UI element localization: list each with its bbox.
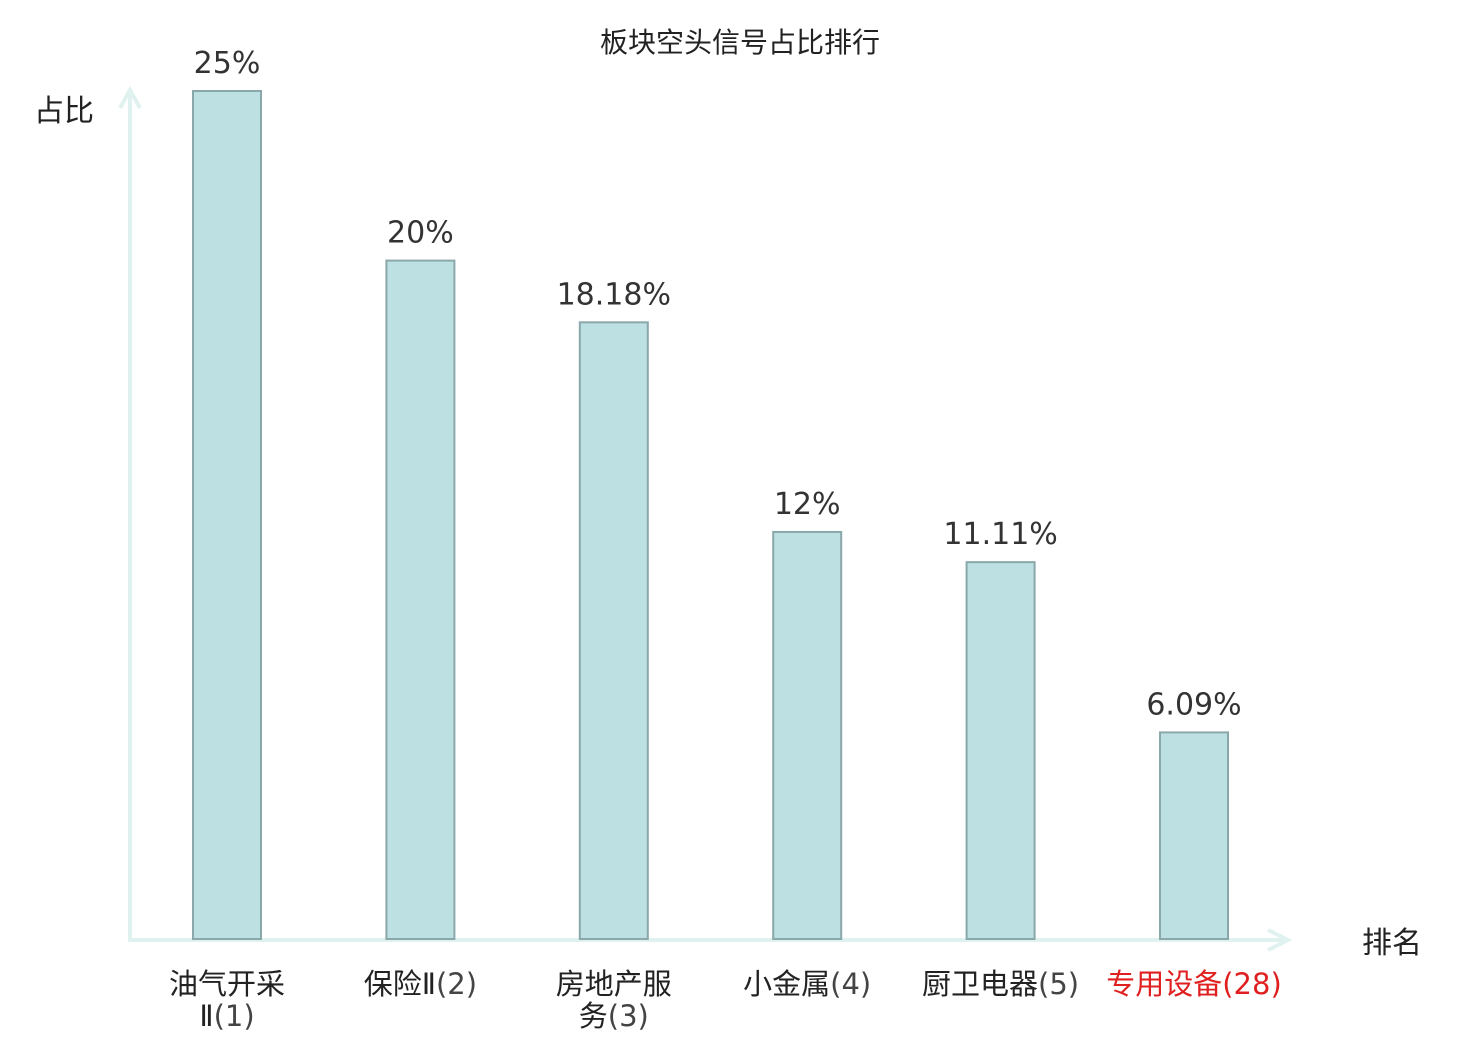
bar [965, 561, 1036, 940]
bar [385, 259, 456, 941]
category-label: Ⅱ(1) [199, 999, 254, 1033]
category-rank: (4) [830, 967, 871, 1001]
category-name: 务 [579, 999, 608, 1033]
category-rank: (1) [214, 999, 255, 1033]
bar-value-label: 20% [387, 216, 454, 251]
category-label: 油气开采 [169, 967, 285, 1001]
bar [192, 90, 262, 940]
bar-value-label: 18.18% [557, 277, 671, 312]
bar-value-label: 11.11% [943, 517, 1057, 552]
category-name: 专用设备 [1106, 967, 1222, 1001]
chart-title: 板块空头信号占比排行 [600, 26, 880, 59]
category-label: 厨卫电器(5) [922, 967, 1079, 1001]
y-axis-label: 占比 [34, 94, 94, 129]
x-axis-label: 排名 [1362, 926, 1422, 961]
category-label: 保险Ⅱ(2) [364, 967, 477, 1001]
category-name: Ⅱ [199, 999, 213, 1033]
category-rank: (2) [436, 967, 477, 1001]
category-label: 房地产服 [556, 967, 672, 1001]
category-name: 房地产服 [556, 967, 672, 1001]
category-name: 小金属 [743, 967, 830, 1001]
bar-value-label: 12% [774, 487, 841, 522]
category-rank: (28) [1222, 967, 1282, 1001]
bar [772, 530, 843, 941]
category-name: 油气开采 [169, 967, 285, 1001]
bar [1159, 731, 1229, 940]
bar [578, 321, 649, 940]
category-label: 专用设备(28) [1106, 967, 1282, 1001]
bar-value-label: 25% [194, 46, 261, 81]
category-rank: (3) [608, 999, 649, 1033]
category-label: 小金属(4) [743, 967, 871, 1001]
category-name: 保险Ⅱ [364, 967, 436, 1001]
category-label: 务(3) [579, 999, 649, 1033]
category-name: 厨卫电器 [922, 967, 1038, 1001]
category-rank: (5) [1038, 967, 1079, 1001]
bar-value-label: 6.09% [1146, 687, 1241, 722]
x-axis-arrow [1267, 928, 1293, 952]
y-axis-arrow [118, 85, 142, 109]
